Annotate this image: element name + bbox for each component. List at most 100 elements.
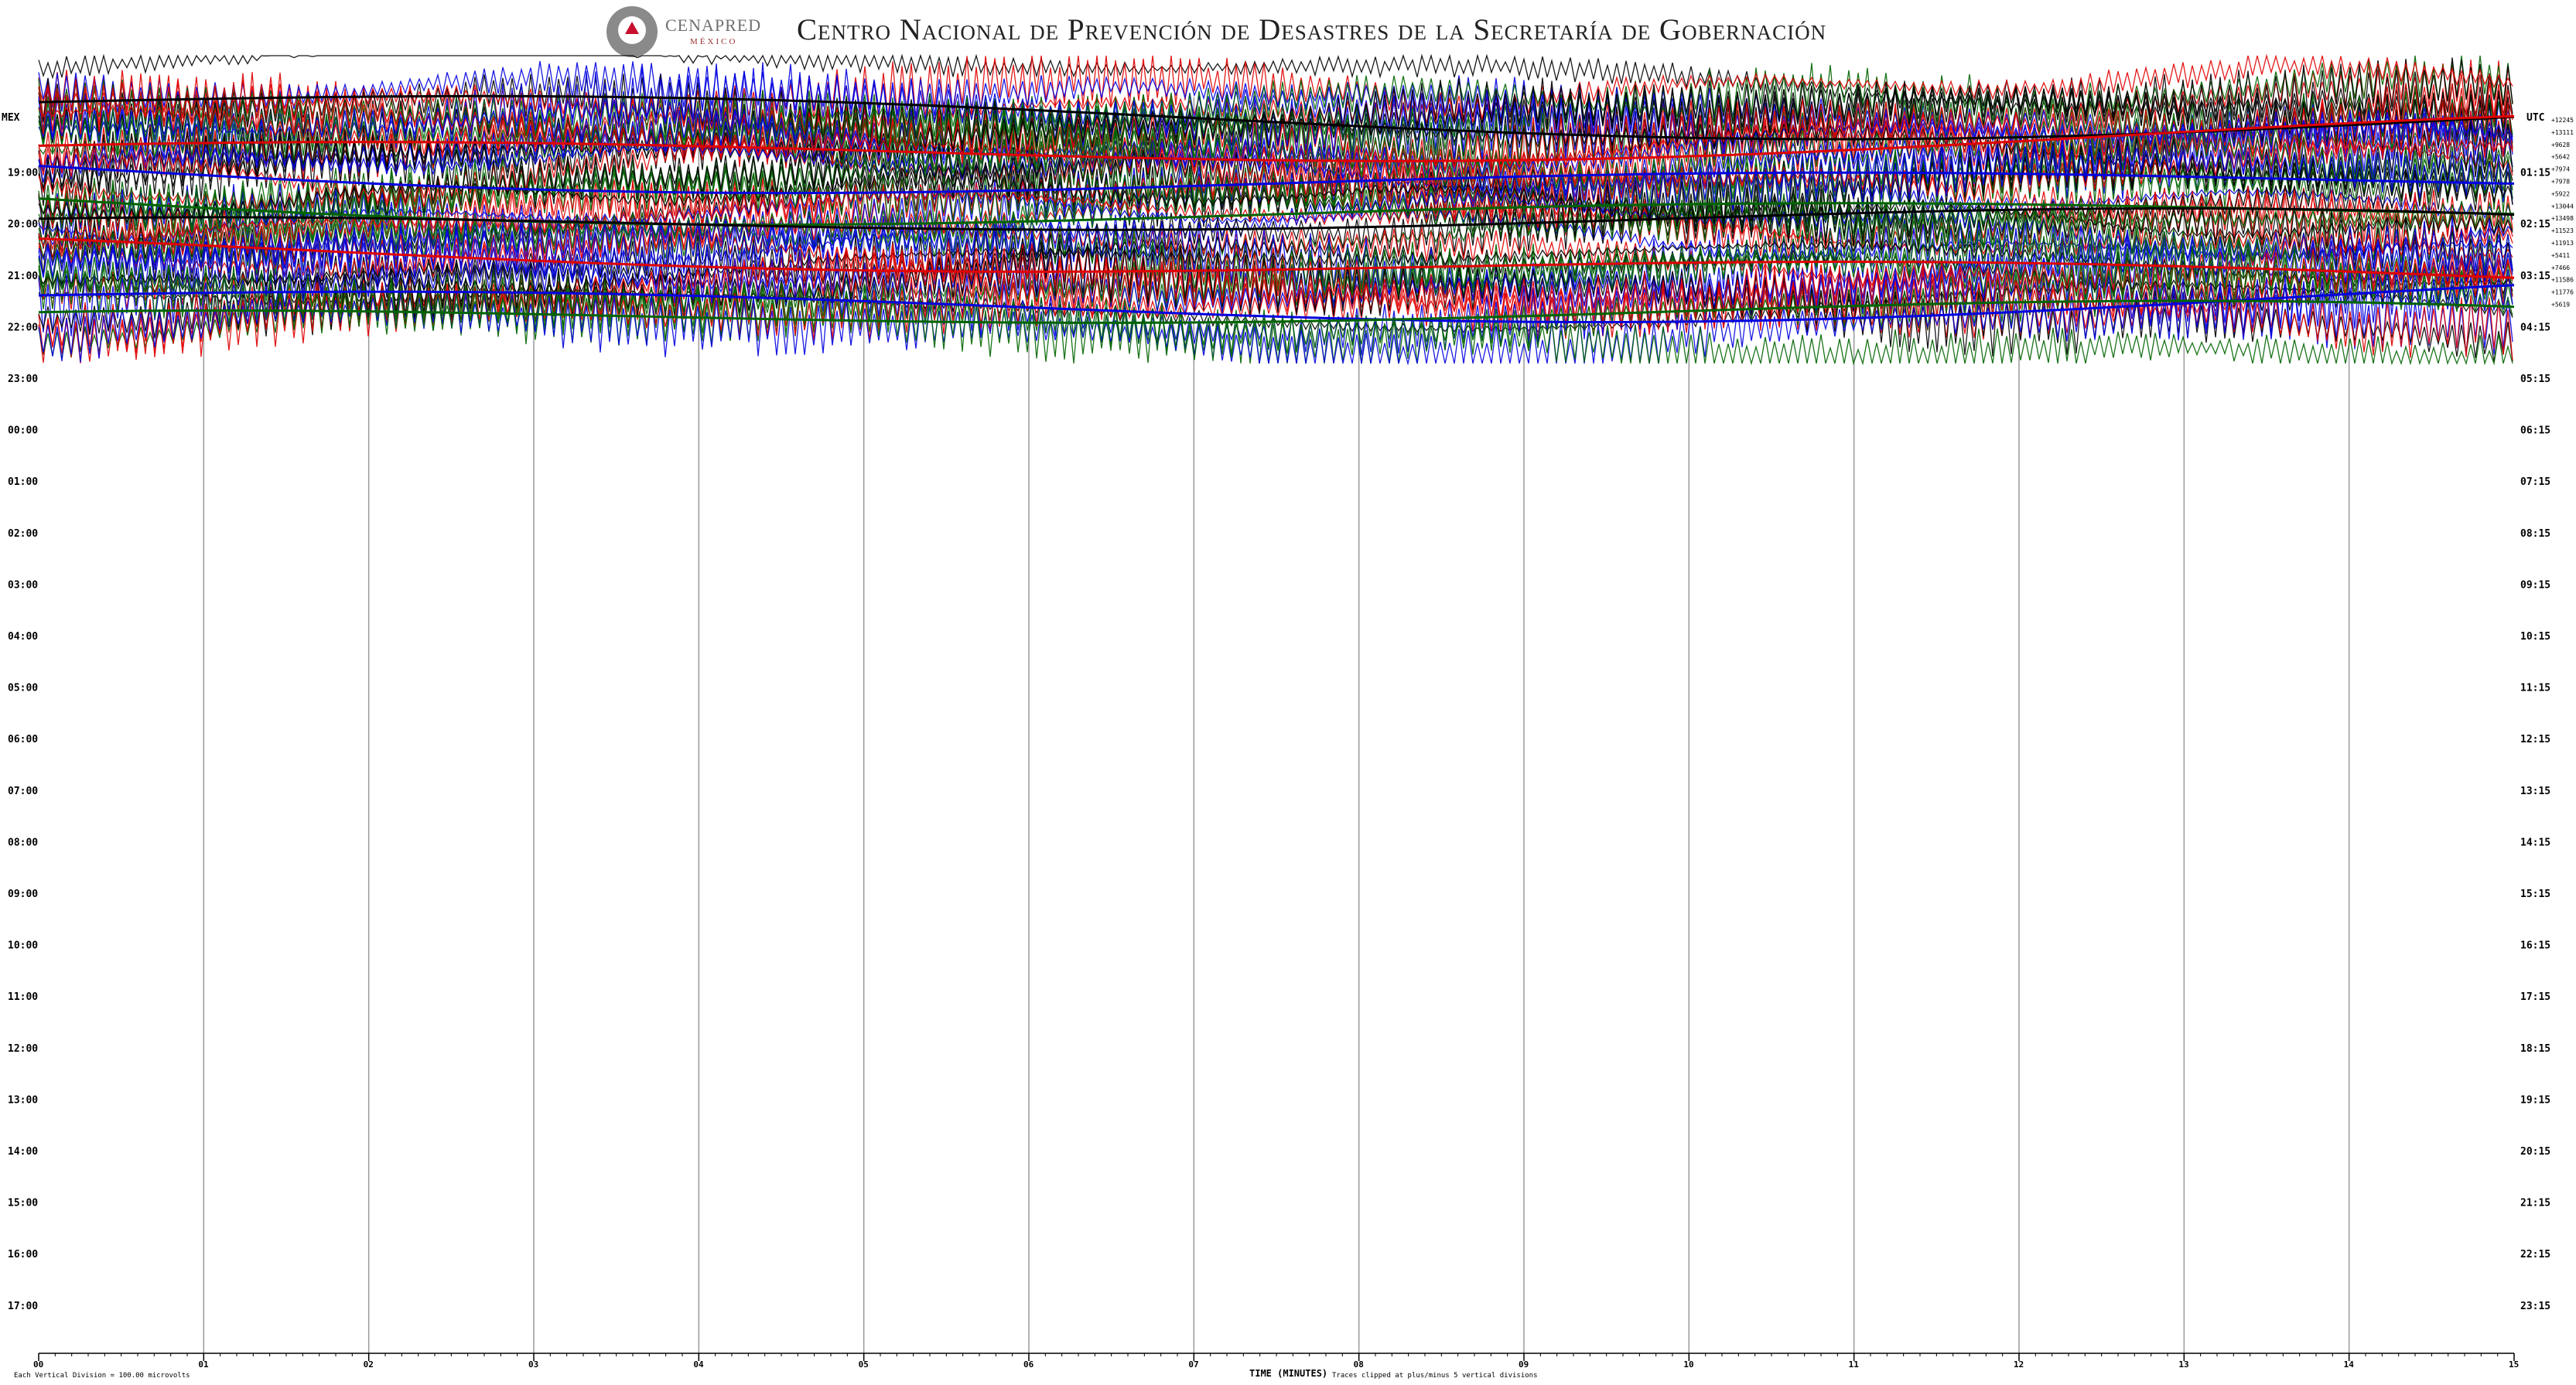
x-tick-label: 07: [1188, 1359, 1198, 1370]
utc-time-label: 21:15: [2520, 1198, 2550, 1209]
local-time-label: 17:00: [8, 1301, 38, 1312]
seismic-trace-drift: [38, 114, 2515, 162]
x-tick-label: 01: [198, 1359, 209, 1370]
trace-offset-label: +11586: [2551, 277, 2574, 284]
x-tick-label: 10: [1683, 1359, 1693, 1370]
trace-offset-label: +9628: [2551, 142, 2570, 148]
utc-time-label: 18:15: [2520, 1043, 2550, 1055]
seismic-trace: [38, 169, 2513, 241]
x-tick-label: 00: [33, 1359, 43, 1370]
local-time-label: 21:00: [8, 271, 38, 282]
trace-offset-label: +13111: [2551, 129, 2574, 136]
utc-time-label: 01:15: [2520, 168, 2550, 179]
utc-time-label: 07:15: [2520, 476, 2550, 488]
local-time-label: 03:00: [8, 579, 38, 591]
right-axis-title: UTC: [2526, 112, 2544, 124]
seismic-trace: [38, 169, 2513, 271]
local-time-labels: 19:00 20:00 21:00 22:00 23:00 00:00 01:00 02:00…: [8, 168, 38, 1312]
utc-time-label: 22:15: [2520, 1249, 2550, 1260]
local-time-label: 13:00: [8, 1094, 38, 1106]
utc-time-label: 14:15: [2520, 837, 2550, 848]
footer-scale-note: Each Vertical Division = 100.00 microvol…: [14, 1372, 190, 1380]
trace-offset-label: +13044: [2551, 203, 2574, 210]
seismic-trace: [38, 55, 2513, 170]
seismic-trace: [38, 261, 2513, 366]
x-tick-label: 09: [1519, 1359, 1529, 1370]
utc-time-label: 12:15: [2520, 734, 2550, 745]
seismic-trace: [38, 142, 2513, 223]
local-time-label: 16:00: [8, 1249, 38, 1260]
seismic-trace-drift: [38, 207, 2515, 231]
local-time-label: 10:00: [8, 940, 38, 952]
trace-offset-label: +7978: [2551, 179, 2570, 186]
local-time-label: 02:00: [8, 528, 38, 540]
trace-offset-label: +11523: [2551, 227, 2574, 234]
utc-time-label: 19:15: [2520, 1094, 2550, 1106]
local-time-label: 19:00: [8, 168, 38, 179]
seismic-traces: [38, 53, 2515, 366]
x-tick-label: 15: [2509, 1359, 2519, 1370]
trace-offset-label: +7466: [2551, 264, 2570, 271]
local-time-label: 01:00: [8, 476, 38, 488]
trace-offset-label: +7974: [2551, 166, 2570, 173]
x-tick-label: 11: [1849, 1359, 1860, 1370]
utc-time-label: 11:15: [2520, 683, 2550, 694]
seismic-trace-drift: [38, 94, 2515, 141]
local-time-label: 23:00: [8, 374, 38, 385]
seismic-trace-drift: [38, 237, 2515, 279]
utc-time-label: 13:15: [2520, 786, 2550, 797]
local-time-label: 15:00: [8, 1198, 38, 1209]
utc-time-label: 16:15: [2520, 940, 2550, 952]
x-tick-label: 08: [1354, 1359, 1364, 1370]
local-time-label: 00:00: [8, 425, 38, 437]
utc-time-label: 05:15: [2520, 374, 2550, 385]
seismic-trace-drift: [38, 299, 2515, 324]
utc-time-label: 10:15: [2520, 631, 2550, 643]
logo-name: CENAPRED: [665, 15, 762, 35]
local-time-label: 20:00: [8, 219, 38, 230]
header-title: Centro Nacional de Prevención de Desastr…: [797, 13, 1827, 46]
cenapred-emblem-icon: [606, 6, 658, 57]
seismic-trace: [38, 235, 2513, 311]
x-tick-label: 03: [528, 1359, 538, 1370]
utc-time-label: 03:15: [2520, 271, 2550, 282]
local-time-label: 22:00: [8, 322, 38, 333]
trace-offset-label: +5411: [2551, 252, 2570, 259]
local-time-label: 06:00: [8, 734, 38, 745]
local-time-label: 09:00: [8, 889, 38, 900]
trace-offset-label: +12245: [2551, 117, 2574, 124]
x-tick-label: 13: [2178, 1359, 2188, 1370]
cenapred-logo: CENAPRED MÉXICO: [603, 5, 762, 60]
seismic-trace: [38, 147, 2513, 237]
time-axis: 00 01 02 03 04 05 06 07 08 09 10 11 12 13 14 15: [33, 1353, 2519, 1370]
left-axis-title: MEX: [2, 112, 20, 124]
seismic-trace-drift: [38, 165, 2515, 195]
trace-offset-label: +13498: [2551, 215, 2574, 222]
utc-time-labels: 01:15 02:15 03:15 04:15 05:15 06:15 07:15 08:15…: [2520, 168, 2550, 1312]
seismic-trace: [38, 233, 2513, 316]
trace-offset-labels: +12245 +13111 +9628 +5642 +7974 +7978 +5922 +13…: [2551, 117, 2574, 309]
x-tick-label: 06: [1023, 1359, 1034, 1370]
x-tick-label: 12: [2014, 1359, 2024, 1370]
x-axis-title: TIME (MINUTES): [1249, 1368, 1327, 1379]
utc-time-label: 06:15: [2520, 425, 2550, 437]
footer-clip-note: Traces clipped at plus/minus 5 vertical …: [1332, 1372, 1538, 1380]
local-time-label: 05:00: [8, 683, 38, 694]
seismic-trace: [38, 245, 2513, 364]
trace-offset-label: +5619: [2551, 302, 2570, 309]
local-time-label: 12:00: [8, 1043, 38, 1055]
local-time-label: 07:00: [8, 786, 38, 797]
utc-time-label: 17:15: [2520, 991, 2550, 1003]
utc-time-label: 20:15: [2520, 1146, 2550, 1158]
seismic-trace: [38, 53, 2513, 125]
logo-country: MÉXICO: [690, 37, 738, 46]
local-time-label: 11:00: [8, 991, 38, 1003]
page-header: CENAPRED MÉXICO Centro Nacional de Preve…: [0, 0, 2576, 62]
local-time-label: 04:00: [8, 631, 38, 643]
seismic-trace: [38, 186, 2513, 259]
utc-time-label: 08:15: [2520, 528, 2550, 540]
trace-offset-label: +11776: [2551, 289, 2574, 296]
local-time-label: 14:00: [8, 1146, 38, 1158]
x-tick-label: 14: [2344, 1359, 2355, 1370]
